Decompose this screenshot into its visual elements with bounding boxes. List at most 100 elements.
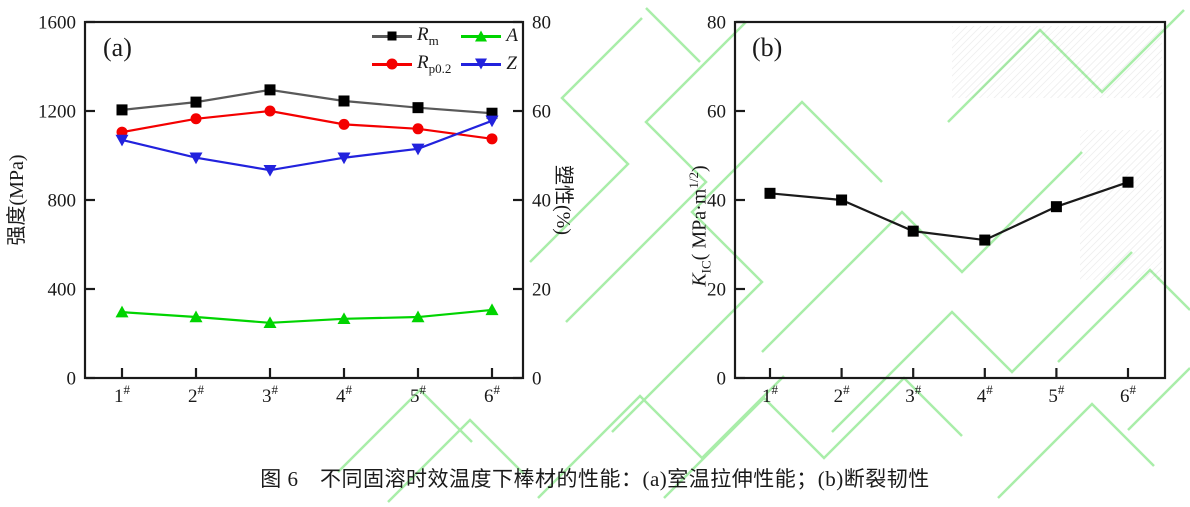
x-tick-hash-superscript: # bbox=[198, 382, 205, 397]
y-tick-label-right: 0 bbox=[532, 369, 542, 390]
y-tick-label-left: 80 bbox=[707, 13, 726, 34]
data-point-triangle-down bbox=[263, 164, 277, 177]
series-line-Z bbox=[121, 119, 493, 172]
kic-unit: ( MPa·m bbox=[688, 188, 711, 261]
data-point-triangle-down bbox=[485, 115, 499, 128]
x-tick-hash-superscript: # bbox=[843, 382, 850, 397]
y-tick-label-right: 20 bbox=[532, 280, 551, 301]
y-tick-label-left: 0 bbox=[717, 369, 727, 390]
legend-item-Z: Z bbox=[461, 50, 518, 78]
series-KIC bbox=[764, 176, 1134, 246]
data-point-triangle-up bbox=[263, 316, 277, 329]
chart-a-y-axis-title-right: 塑性(%) bbox=[552, 165, 574, 235]
x-tick-hash-superscript: # bbox=[772, 382, 779, 397]
watermark-hatch bbox=[952, 26, 1162, 98]
x-tick-label: 5# bbox=[410, 382, 427, 407]
data-point-circle bbox=[338, 118, 350, 130]
legend-label-subscript: p0.2 bbox=[428, 60, 452, 76]
watermark-zigzag bbox=[761, 151, 1083, 353]
x-tick-hash-superscript: # bbox=[124, 382, 131, 397]
x-tick-label: 4# bbox=[977, 382, 994, 407]
x-tick-number: 5 bbox=[1048, 386, 1058, 407]
x-tick-number: 1 bbox=[762, 386, 772, 407]
watermark-zigzag bbox=[611, 100, 883, 433]
series-Rm bbox=[116, 84, 498, 119]
watermark-zigzag bbox=[997, 402, 1155, 499]
x-tick-number: 1 bbox=[114, 386, 124, 407]
watermark-zigzag bbox=[831, 251, 1133, 433]
series-line-A bbox=[121, 308, 493, 324]
data-point-square bbox=[116, 104, 128, 116]
legend-label-A: A bbox=[506, 25, 518, 47]
legend-label-Rm: Rm bbox=[417, 24, 439, 49]
watermark-zigzag bbox=[337, 388, 473, 473]
x-tick-number: 4 bbox=[977, 386, 987, 407]
series-line-Rm bbox=[121, 88, 493, 115]
data-point-triangle-up bbox=[485, 303, 499, 316]
legend-swatch-A bbox=[461, 29, 502, 43]
legend-item-Rm: Rm bbox=[372, 22, 451, 50]
series-line-Rp02 bbox=[121, 109, 493, 140]
legend-label-subscript: m bbox=[428, 32, 439, 48]
data-point-square bbox=[412, 102, 424, 114]
x-tick-label: 2# bbox=[188, 382, 205, 407]
legend-label-symbol: A bbox=[506, 25, 518, 46]
y-tick-label-left: 1600 bbox=[38, 13, 76, 34]
y-tick-label-right: 40 bbox=[532, 191, 551, 212]
data-point-triangle-down bbox=[337, 152, 351, 165]
chart-b-y-axis-title: KIC( MPa·m1/2) bbox=[682, 116, 714, 336]
data-point-square bbox=[1050, 201, 1062, 213]
data-point-triangle-down bbox=[189, 152, 203, 165]
x-tick-hash-superscript: # bbox=[1130, 382, 1137, 397]
x-tick-label: 2# bbox=[834, 382, 851, 407]
legend-swatch-Rm bbox=[372, 29, 412, 43]
watermark-zigzag bbox=[565, 21, 747, 323]
x-tick-hash-superscript: # bbox=[420, 382, 427, 397]
y-tick-label-left: 400 bbox=[48, 280, 77, 301]
x-tick-number: 3 bbox=[905, 386, 915, 407]
x-tick-hash-superscript: # bbox=[494, 382, 501, 397]
legend-label-symbol: R bbox=[417, 23, 429, 45]
x-tick-number: 2 bbox=[834, 386, 844, 407]
x-tick-label: 1# bbox=[762, 382, 779, 407]
triangle-down-marker-icon bbox=[475, 58, 488, 70]
kic-symbol: K bbox=[688, 273, 711, 287]
y-tick-label-right: 60 bbox=[532, 102, 551, 123]
kic-subscript: IC bbox=[698, 260, 714, 274]
series-A bbox=[115, 303, 499, 329]
data-point-square bbox=[190, 96, 202, 108]
x-tick-hash-superscript: # bbox=[915, 382, 922, 397]
data-point-circle bbox=[412, 123, 424, 135]
data-point-circle bbox=[264, 105, 276, 117]
watermark-zigzag bbox=[947, 9, 1185, 123]
series-Rp02 bbox=[116, 105, 498, 145]
watermark-zigzag bbox=[529, 17, 643, 263]
data-point-triangle-up bbox=[411, 310, 425, 323]
x-tick-hash-superscript: # bbox=[1058, 382, 1065, 397]
x-tick-label: 6# bbox=[1120, 382, 1137, 407]
x-tick-label: 4# bbox=[336, 382, 353, 407]
legend-label-symbol: R bbox=[417, 51, 429, 73]
y-tick-label-left: 0 bbox=[67, 369, 77, 390]
legend-label-Z: Z bbox=[506, 53, 517, 75]
x-tick-hash-superscript: # bbox=[346, 382, 353, 397]
legend-label-Rp02: Rp0.2 bbox=[417, 52, 451, 77]
x-tick-hash-superscript: # bbox=[272, 382, 279, 397]
data-point-square bbox=[836, 194, 848, 206]
x-tick-number: 6 bbox=[1120, 386, 1130, 407]
y-tick-label-left: 800 bbox=[48, 191, 77, 212]
watermark-zigzag bbox=[537, 375, 785, 499]
x-tick-number: 2 bbox=[188, 386, 198, 407]
x-tick-number: 5 bbox=[410, 386, 420, 407]
watermark-hatch bbox=[1080, 130, 1162, 280]
data-point-square bbox=[338, 95, 350, 107]
legend: Rm A Rp0.2 Z bbox=[372, 22, 518, 78]
x-tick-label: 1# bbox=[114, 382, 131, 407]
panel-label-a: (a) bbox=[103, 33, 132, 62]
watermark-zigzag bbox=[387, 418, 525, 503]
watermark-zigzag bbox=[1127, 367, 1190, 431]
y-tick-label-left: 20 bbox=[707, 280, 726, 301]
series-line-KIC bbox=[769, 181, 1129, 242]
data-point-square bbox=[764, 187, 776, 199]
